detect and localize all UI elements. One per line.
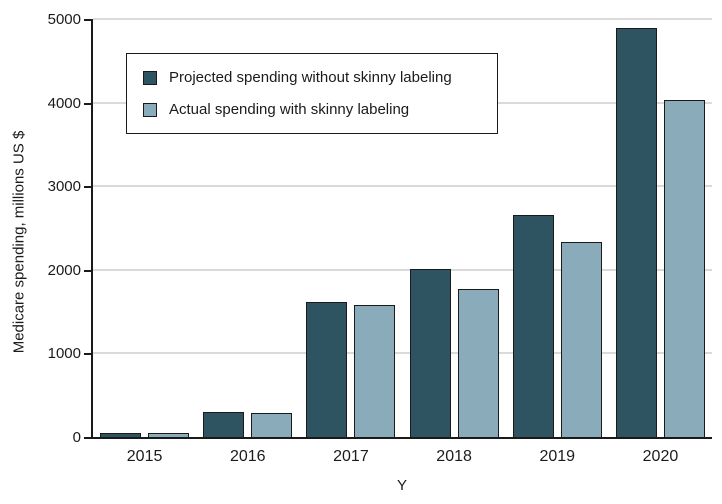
bar-group-2019 xyxy=(506,215,609,437)
legend-label-actual: Actual spending with skinny labeling xyxy=(169,101,410,118)
bar-projected-2018 xyxy=(409,268,451,437)
x-tick-label-2016: 2016 xyxy=(229,448,266,465)
y-tick-label-0: 0 xyxy=(72,429,81,446)
x-tick-label-2015: 2015 xyxy=(126,448,163,465)
bar-projected-2019 xyxy=(512,215,554,437)
y-tick-label-1000: 1000 xyxy=(47,345,81,363)
x-tick-label-2018: 2018 xyxy=(436,448,472,465)
bar-projected-2015 xyxy=(100,432,142,437)
y-tick-label-5000: 5000 xyxy=(47,11,81,28)
bar-group-2015 xyxy=(93,432,196,437)
gridline-3000 xyxy=(93,185,712,188)
y-axis-title: Medicare spending, millions US $ xyxy=(10,130,28,354)
x-axis-line xyxy=(91,437,712,439)
bar-projected-2020 xyxy=(615,28,657,437)
legend-swatch-projected xyxy=(143,70,157,85)
bar-projected-2017 xyxy=(306,301,348,437)
legend-item-projected: Projected spending without skinny labeli… xyxy=(143,69,497,86)
y-tick-4000 xyxy=(84,102,91,105)
plot-area xyxy=(93,18,712,437)
y-tick-label-4000: 4000 xyxy=(47,94,81,112)
bar-projected-2016 xyxy=(203,411,245,437)
x-axis-labels: 2015 2016 2017 2018 2019 2020 xyxy=(93,448,712,466)
x-axis-title: Y xyxy=(396,477,408,494)
bar-actual-2015 xyxy=(148,433,190,437)
bar-group-2016 xyxy=(196,411,299,437)
y-tick-0 xyxy=(84,437,91,439)
legend-label-projected: Projected spending without skinny labeli… xyxy=(169,69,452,86)
legend-item-actual: Actual spending with skinny labeling xyxy=(143,101,497,118)
bar-group-2020 xyxy=(609,28,712,437)
bar-group-2018 xyxy=(403,268,506,437)
legend: Projected spending without skinny labeli… xyxy=(126,53,498,134)
gridline-2000 xyxy=(93,268,712,271)
bar-actual-2018 xyxy=(457,289,499,437)
x-tick-label-2020: 2020 xyxy=(642,448,679,465)
bar-actual-2017 xyxy=(354,304,396,437)
x-tick-label-2017: 2017 xyxy=(333,448,369,465)
bar-groups xyxy=(93,19,712,437)
y-tick-label-3000: 3000 xyxy=(47,178,81,196)
y-tick-3000 xyxy=(84,186,91,189)
legend-swatch-actual xyxy=(143,102,157,117)
y-tick-label-2000: 2000 xyxy=(47,261,81,279)
y-tick-1000 xyxy=(84,353,91,356)
y-tick-5000 xyxy=(84,19,91,21)
x-tick-label-2019: 2019 xyxy=(539,448,576,465)
gridline-1000 xyxy=(93,352,712,355)
y-axis-line xyxy=(91,19,93,439)
gridline-5000 xyxy=(93,18,712,20)
bar-group-2017 xyxy=(299,301,402,437)
bar-actual-2019 xyxy=(560,242,602,437)
y-tick-2000 xyxy=(84,269,91,272)
bar-actual-2016 xyxy=(251,412,293,437)
bar-actual-2020 xyxy=(663,100,705,437)
